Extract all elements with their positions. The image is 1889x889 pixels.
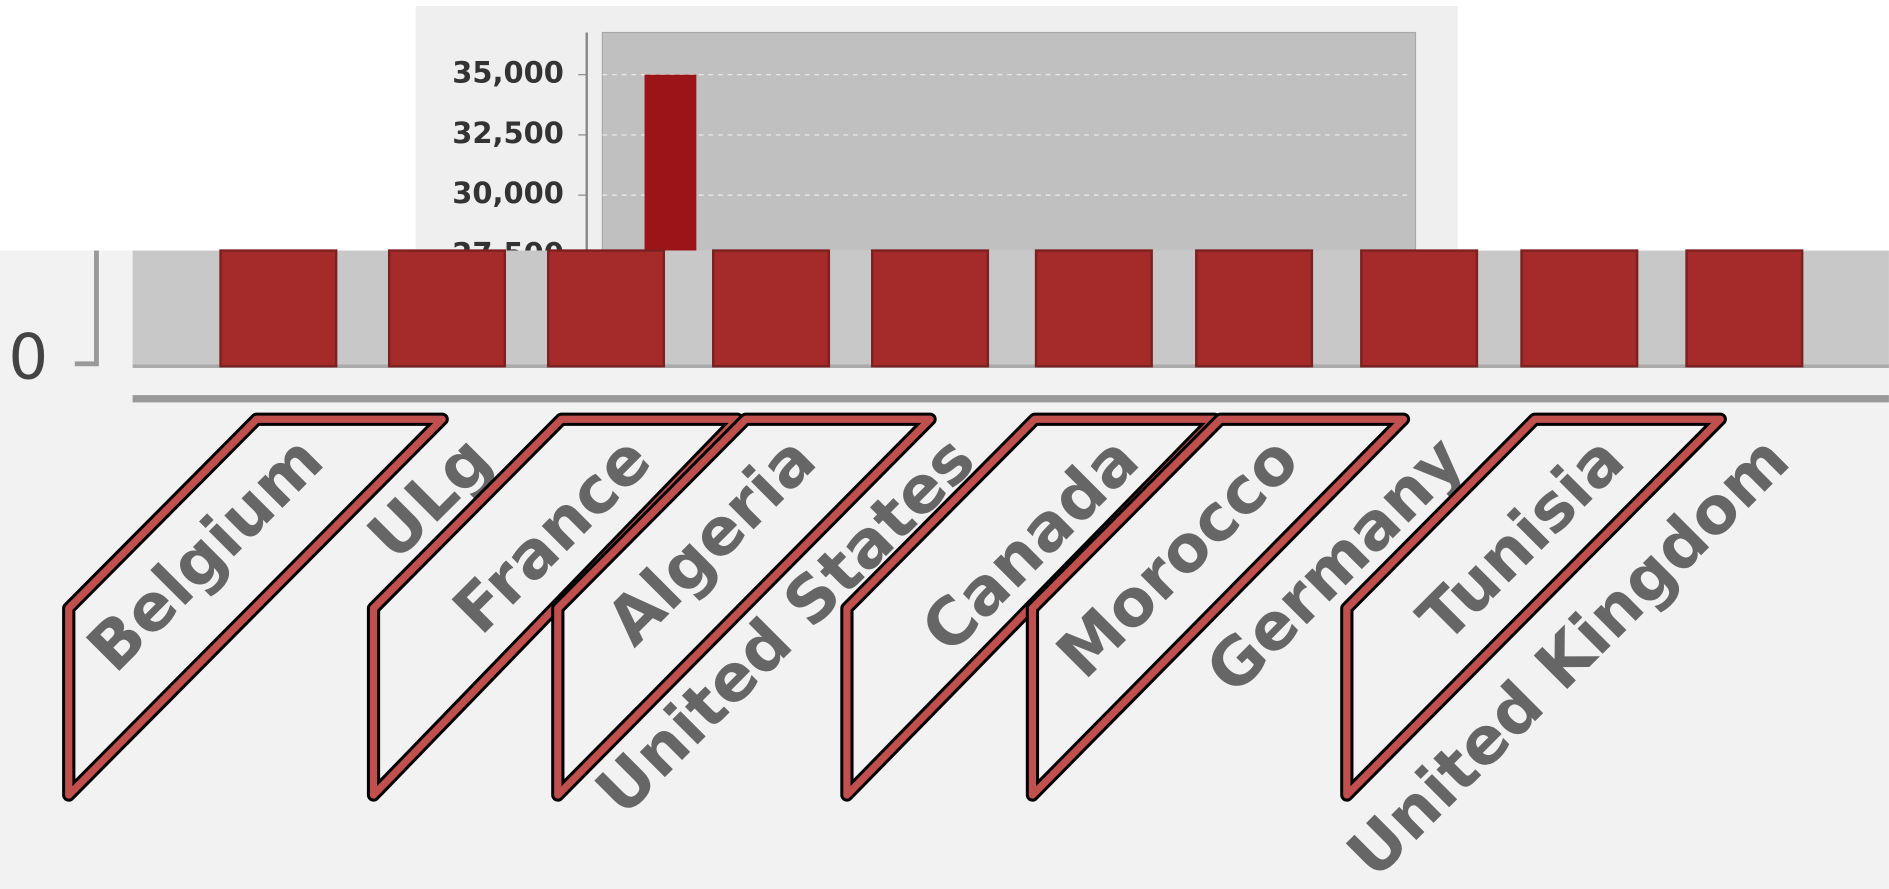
- bar: [387, 249, 507, 368]
- highlight: [65, 415, 446, 799]
- y-tick-label: 27,500: [452, 236, 564, 270]
- bar: [546, 249, 666, 368]
- bar: [1195, 249, 1314, 368]
- highlight: [1028, 415, 1408, 799]
- highlight: [1343, 415, 1724, 799]
- plot-area: [601, 31, 1417, 251]
- bar: [871, 249, 990, 368]
- y-tick-label: 35,000: [452, 56, 564, 90]
- bar: [219, 249, 338, 368]
- bar: [1360, 249, 1479, 368]
- bar: [712, 249, 831, 368]
- y-tick-label: 32,500: [452, 116, 564, 150]
- y-tick-label: 30,000: [452, 176, 564, 210]
- top-panel: 35,000 32,500 30,000 27,500: [415, 6, 1458, 270]
- bar: [1034, 249, 1153, 368]
- bar: [1520, 249, 1639, 368]
- highlight: [554, 415, 934, 799]
- bar: [644, 74, 697, 251]
- zoom-tick-label: 0: [8, 320, 48, 393]
- bar: [1685, 249, 1804, 368]
